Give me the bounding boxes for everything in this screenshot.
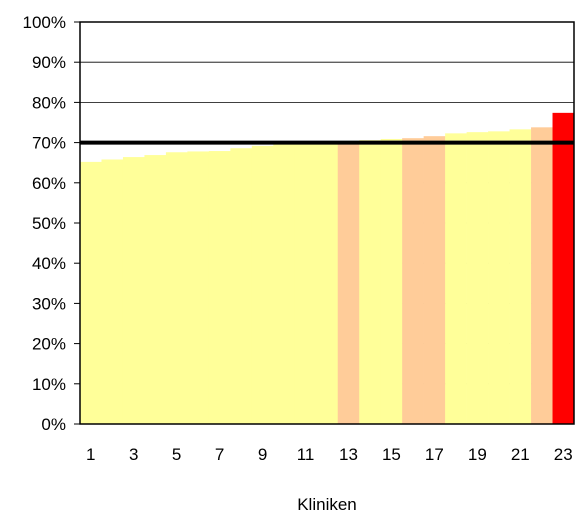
x-tick-label: 23 [554,445,573,464]
bar-19 [466,132,489,424]
x-axis: 1 3 5 7 9 11 13 15 17 19 21 23 [86,445,573,464]
bar-5 [165,152,188,425]
y-tick-label: 20% [32,335,66,354]
bars [80,112,575,425]
bar-11 [294,142,317,424]
y-tick-label: 100% [23,13,66,32]
x-axis-title: Kliniken [297,495,357,514]
x-tick-label: 13 [339,445,358,464]
bar-23 [552,112,575,425]
bar-20 [488,131,510,424]
x-tick-label: 1 [86,445,95,464]
y-tick-label: 40% [32,254,66,273]
y-tick-label: 80% [32,93,66,112]
y-tick-label: 70% [32,134,66,153]
bar-13 [337,141,360,424]
bar-14 [359,140,381,425]
bar-10 [273,143,296,424]
bar-16 [402,138,424,425]
x-tick-label: 3 [129,445,138,464]
bar-18 [445,133,467,424]
bar-9 [251,145,274,425]
x-tick-label: 11 [297,445,315,464]
x-tick-label: 17 [425,445,444,464]
bar-12 [316,142,339,424]
y-tick-label: 60% [32,174,66,193]
y-tick-label: 30% [32,294,66,313]
x-tick-label: 9 [258,445,267,464]
bar-8 [230,148,253,424]
y-tick-label: 0% [41,415,66,434]
x-tick-label: 15 [382,445,401,464]
bar-7 [208,151,231,425]
y-axis: 0% 10% 20% 30% 40% 50% 60% 70% 80% 90% 100% [23,13,80,434]
bar-17 [423,136,446,424]
y-tick-label: 10% [32,375,66,394]
bar-1 [80,161,102,424]
bar-21 [509,129,532,425]
x-tick-label: 19 [468,445,487,464]
bar-22 [531,127,553,424]
y-tick-label: 50% [32,214,66,233]
x-tick-label: 5 [172,445,181,464]
y-tick-label: 90% [32,53,66,72]
bar-4 [144,155,167,424]
bar-2 [101,159,124,424]
bar-6 [187,151,210,424]
x-tick-label: 21 [511,445,530,464]
bar-3 [122,157,145,424]
x-tick-label: 7 [215,445,224,464]
bar-15 [380,138,403,424]
